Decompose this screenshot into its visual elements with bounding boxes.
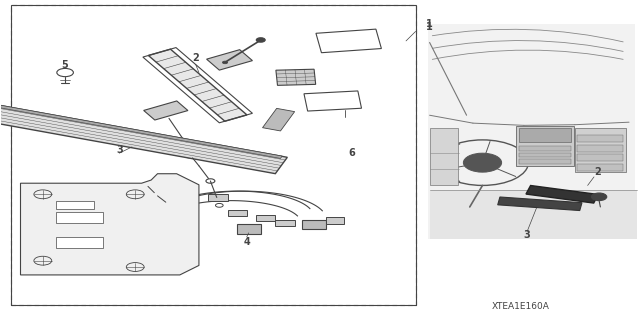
Text: 1: 1 bbox=[426, 19, 433, 28]
Bar bbox=[11, 4, 415, 305]
Text: 4: 4 bbox=[243, 237, 250, 247]
Polygon shape bbox=[20, 174, 199, 275]
Text: 3: 3 bbox=[524, 230, 531, 241]
Bar bbox=[577, 154, 623, 161]
Polygon shape bbox=[0, 100, 282, 159]
Circle shape bbox=[256, 38, 265, 42]
Polygon shape bbox=[316, 29, 381, 53]
Polygon shape bbox=[256, 215, 275, 221]
Text: XTEA1E160A: XTEA1E160A bbox=[492, 302, 550, 311]
Text: 1: 1 bbox=[426, 22, 433, 32]
Circle shape bbox=[463, 153, 502, 172]
Polygon shape bbox=[304, 91, 362, 111]
Polygon shape bbox=[275, 219, 294, 226]
Bar bbox=[11, 4, 415, 305]
Polygon shape bbox=[498, 197, 582, 211]
Polygon shape bbox=[301, 220, 326, 229]
Bar bbox=[428, 24, 636, 239]
Polygon shape bbox=[148, 49, 247, 121]
Bar bbox=[56, 237, 103, 248]
Bar bbox=[429, 189, 637, 239]
Bar bbox=[577, 145, 623, 152]
Polygon shape bbox=[208, 194, 228, 201]
Bar bbox=[519, 146, 571, 151]
Bar bbox=[56, 201, 94, 209]
Text: 2: 2 bbox=[594, 167, 600, 177]
Text: 5: 5 bbox=[61, 60, 68, 70]
Bar bbox=[519, 152, 571, 157]
Bar bbox=[519, 128, 571, 142]
Polygon shape bbox=[276, 69, 316, 85]
Polygon shape bbox=[526, 186, 598, 203]
Bar bbox=[56, 212, 103, 223]
Polygon shape bbox=[262, 108, 294, 131]
Polygon shape bbox=[228, 210, 246, 216]
Bar bbox=[575, 128, 626, 172]
Bar bbox=[519, 159, 571, 164]
Text: 3: 3 bbox=[116, 145, 123, 155]
Text: 6: 6 bbox=[349, 148, 355, 158]
Polygon shape bbox=[0, 101, 287, 174]
Text: 2: 2 bbox=[193, 53, 199, 63]
Circle shape bbox=[223, 61, 228, 64]
Bar bbox=[516, 126, 573, 166]
Bar bbox=[429, 128, 458, 185]
Bar bbox=[577, 135, 623, 142]
Polygon shape bbox=[326, 217, 344, 224]
Polygon shape bbox=[143, 101, 188, 120]
Bar bbox=[577, 164, 623, 171]
Circle shape bbox=[591, 193, 607, 201]
Polygon shape bbox=[207, 50, 252, 70]
Polygon shape bbox=[237, 224, 260, 234]
